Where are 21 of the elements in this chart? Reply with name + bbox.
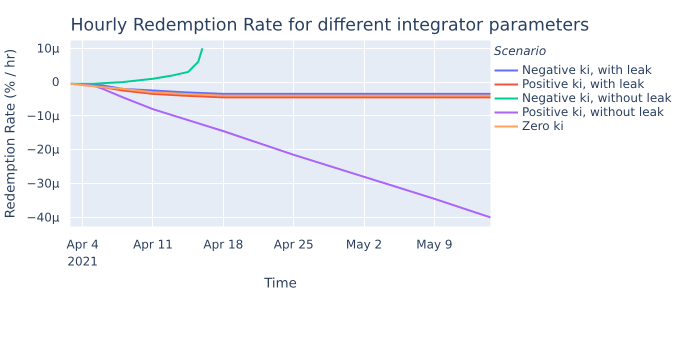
y-axis-title: Redemption Rate (% / hr) [4,48,19,218]
legend-label: Zero ki [522,119,564,133]
legend-label: Positive ki, without leak [522,105,664,119]
y-tick-label: −30μ [26,176,60,191]
chart-title: Hourly Redemption Rate for different integrator parameters [70,16,590,36]
legend-label: Negative ki, with leak [522,63,652,77]
x-tick-label: Apr 18 [203,238,244,252]
x-tick-label: Apr 25 [274,238,314,252]
legend-label: Positive ki, with leak [522,77,644,91]
y-tick-label: −40μ [26,210,60,224]
x-tick-label: May 2 [346,238,382,252]
x-axis-title: Time [263,276,297,292]
y-tick-label: −20μ [26,142,60,157]
x-tick-label: Apr 4 2021 [66,238,99,268]
y-tick-label: 0 [52,75,60,90]
legend-label: Negative ki, without leak [522,91,672,105]
x-tick-label: Apr 11 [133,238,173,252]
y-tick-label: −10μ [26,108,60,123]
y-tick-label: 10μ [36,41,60,56]
x-tick-label: May 9 [416,238,453,252]
legend-title: Scenario [494,44,548,58]
